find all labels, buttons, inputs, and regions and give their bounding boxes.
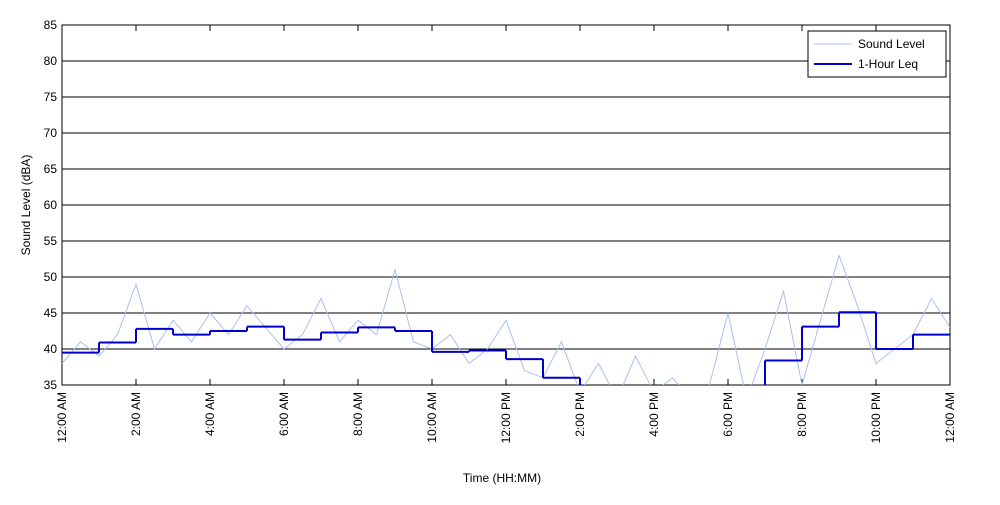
legend-box [807,30,947,78]
y-tick-label: 85 [44,18,58,32]
x-tick-label: 2:00 AM [129,392,143,436]
x-tick-label: 4:00 PM [647,392,661,437]
sound-level-line [62,253,950,385]
y-tick-label: 80 [44,54,58,68]
y-tick-label: 75 [44,90,58,104]
x-tick-label: 10:00 AM [425,392,439,443]
x-tick-label: 8:00 AM [351,392,365,436]
y-tick-label: 40 [44,342,58,356]
x-axis-label: Time (HH:MM) [463,471,541,485]
x-tick-label: 4:00 AM [203,392,217,436]
y-tick-label: 45 [44,306,58,320]
plot-layer [62,253,950,385]
x-tick-label: 12:00 PM [499,392,513,443]
y-tick-label: 60 [44,198,58,212]
x-tick-label: 12:00 AM [55,392,69,443]
y-tick-label: 70 [44,126,58,140]
x-tick-label: 6:00 AM [277,392,291,436]
legend-label: Sound Level [858,37,925,51]
x-tick-label: 2:00 PM [573,392,587,437]
y-tick-label: 35 [44,378,58,392]
legend-label: 1-Hour Leq [858,57,918,71]
x-tick-label: 10:00 PM [869,392,883,443]
x-tick-label: 6:00 PM [721,392,735,437]
x-tick-label: 12:00 AM [943,392,957,443]
x-tick-label: 8:00 PM [795,392,809,437]
y-tick-label: 65 [44,162,58,176]
y-axis-label: Sound Level (dBA) [19,155,33,256]
y-tick-label: 55 [44,234,58,248]
y-tick-label: 50 [44,270,58,284]
